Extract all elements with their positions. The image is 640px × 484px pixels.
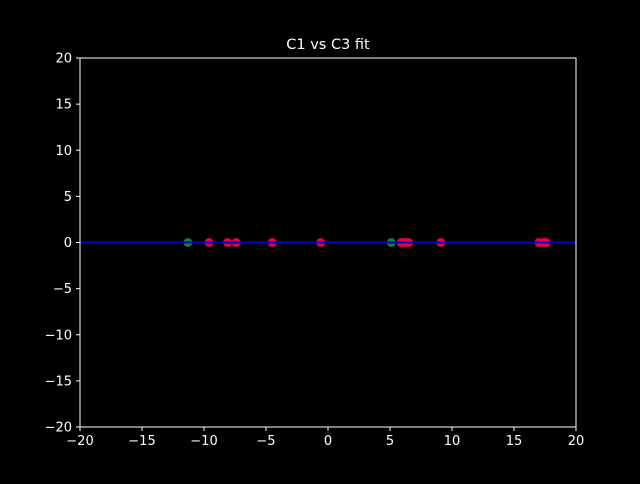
y-tick-label: 5 <box>64 190 72 205</box>
y-tick-label: 10 <box>55 144 72 159</box>
y-tick-label: −20 <box>45 421 72 436</box>
x-tick-label: −15 <box>128 434 155 449</box>
plot-area <box>80 238 576 247</box>
y-tick-label: 15 <box>55 98 72 113</box>
x-tick-label: 15 <box>506 434 523 449</box>
y-tick-label: −10 <box>45 328 72 343</box>
x-tick-label: 10 <box>444 434 461 449</box>
x-tick-label: −5 <box>256 434 275 449</box>
plot-frame <box>79 57 577 428</box>
x-tick-label: 5 <box>386 434 394 449</box>
chart-title: C1 vs C3 fit <box>286 37 370 53</box>
x-axis: −20 −15 −10 −5 0 5 10 15 20 <box>66 427 584 449</box>
x-tick-label: 0 <box>324 434 332 449</box>
y-tick-label: −5 <box>53 282 72 297</box>
y-tick-label: −15 <box>45 374 72 389</box>
x-tick-label: −20 <box>66 434 93 449</box>
x-tick-label: 20 <box>568 434 585 449</box>
y-tick-label: 20 <box>55 52 72 67</box>
y-axis: −20 −15 −10 −5 0 5 10 15 20 <box>45 52 80 436</box>
y-tick-label: 0 <box>64 236 72 251</box>
x-tick-label: −10 <box>190 434 217 449</box>
